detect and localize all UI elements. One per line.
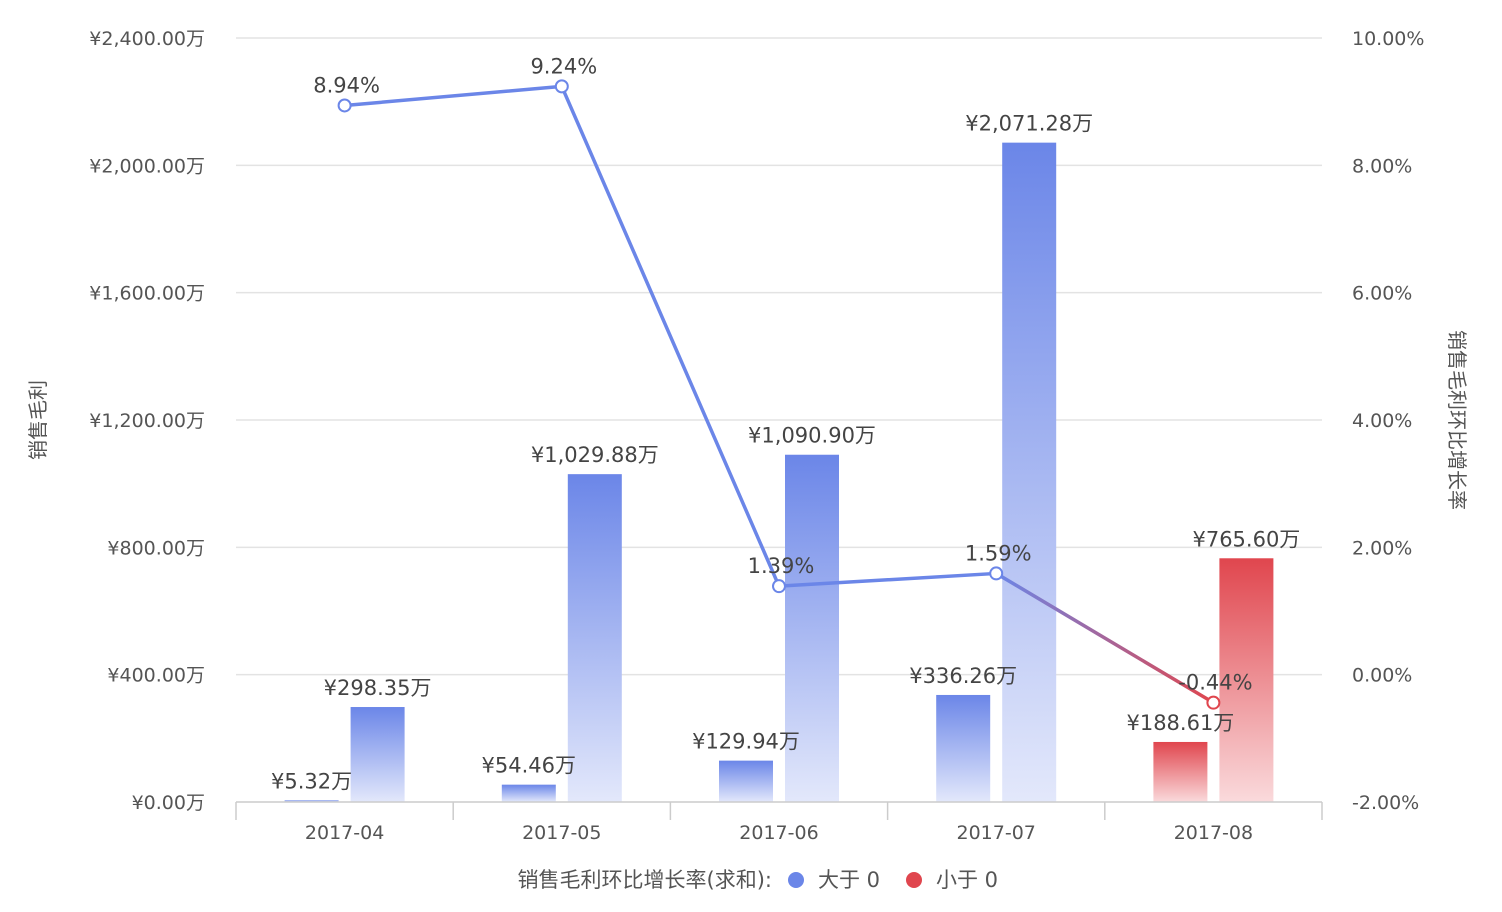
y2-tick-label: -2.00% — [1352, 792, 1419, 814]
y-axis-title: 销售毛利 — [26, 380, 50, 460]
y2-tick-label: 0.00% — [1352, 665, 1412, 687]
line-point — [337, 98, 352, 113]
legend-label-negative: 小于 0 — [936, 868, 998, 892]
line-segment — [560, 84, 781, 588]
bar-value-label: ¥54.46万 — [482, 754, 576, 778]
y-tick-label: ¥2,000.00万 — [89, 155, 205, 177]
line-segment — [777, 571, 998, 588]
y-tick-label: ¥1,200.00万 — [89, 410, 205, 432]
bar-value-label: ¥2,071.28万 — [965, 112, 1093, 136]
y2-tick-label: 8.00% — [1352, 155, 1412, 177]
line-point — [1206, 695, 1221, 710]
bar — [501, 784, 556, 802]
bar-value-label: ¥129.94万 — [692, 730, 800, 754]
bar-value-label: ¥298.35万 — [324, 676, 432, 700]
line-value-label: 8.94% — [313, 73, 380, 97]
line-point — [989, 566, 1004, 581]
bar-value-label: ¥765.60万 — [1192, 527, 1300, 551]
bar-value-label: ¥188.61万 — [1126, 711, 1234, 735]
legend-title: 销售毛利环比增长率(求和): — [518, 868, 772, 892]
x-tick-label: 2017-08 — [1174, 822, 1253, 844]
line-point — [554, 79, 569, 94]
legend-swatch-negative — [906, 872, 922, 888]
x-tick-label: 2017-05 — [522, 822, 601, 844]
line-point — [772, 579, 786, 594]
bar — [785, 454, 839, 802]
bar — [567, 474, 622, 802]
line-value-label: 9.24% — [530, 54, 597, 78]
line-value-label: 1.59% — [965, 541, 1032, 565]
x-tick-label: 2017-07 — [957, 822, 1036, 844]
bar — [350, 707, 405, 802]
bar — [719, 760, 773, 802]
y-tick-label: ¥1,600.00万 — [89, 283, 205, 305]
y2-tick-label: 4.00% — [1352, 410, 1412, 432]
x-tick-label: 2017-04 — [305, 822, 384, 844]
y-tick-label: ¥2,400.00万 — [89, 28, 205, 50]
bar-value-label: ¥1,090.90万 — [748, 424, 876, 448]
legend-swatch-positive — [788, 872, 804, 888]
y2-tick-label: 6.00% — [1352, 283, 1412, 305]
line-segment — [994, 571, 1216, 705]
bar-value-label: ¥5.32万 — [271, 769, 352, 793]
x-tick-label: 2017-06 — [739, 822, 818, 844]
y-tick-label: ¥800.00万 — [107, 537, 205, 559]
y2-tick-label: 10.00% — [1352, 28, 1424, 50]
bar — [1153, 741, 1208, 802]
line-value-label: -0.44% — [1178, 671, 1252, 695]
bar-value-label: ¥336.26万 — [909, 664, 1017, 688]
bar — [936, 694, 991, 802]
y-tick-label: ¥400.00万 — [107, 665, 205, 687]
y2-axis-title: 销售毛利环比增长率 — [1445, 330, 1469, 510]
bar-value-label: ¥1,029.88万 — [531, 443, 659, 467]
y2-tick-label: 2.00% — [1352, 537, 1412, 559]
bar — [1219, 558, 1274, 802]
bar — [1002, 142, 1057, 803]
y-tick-label: ¥0.00万 — [132, 792, 205, 814]
line-value-label: 1.39% — [748, 554, 815, 578]
bar — [284, 800, 339, 802]
line-segment — [342, 84, 564, 108]
legend-label-positive: 大于 0 — [818, 868, 880, 892]
